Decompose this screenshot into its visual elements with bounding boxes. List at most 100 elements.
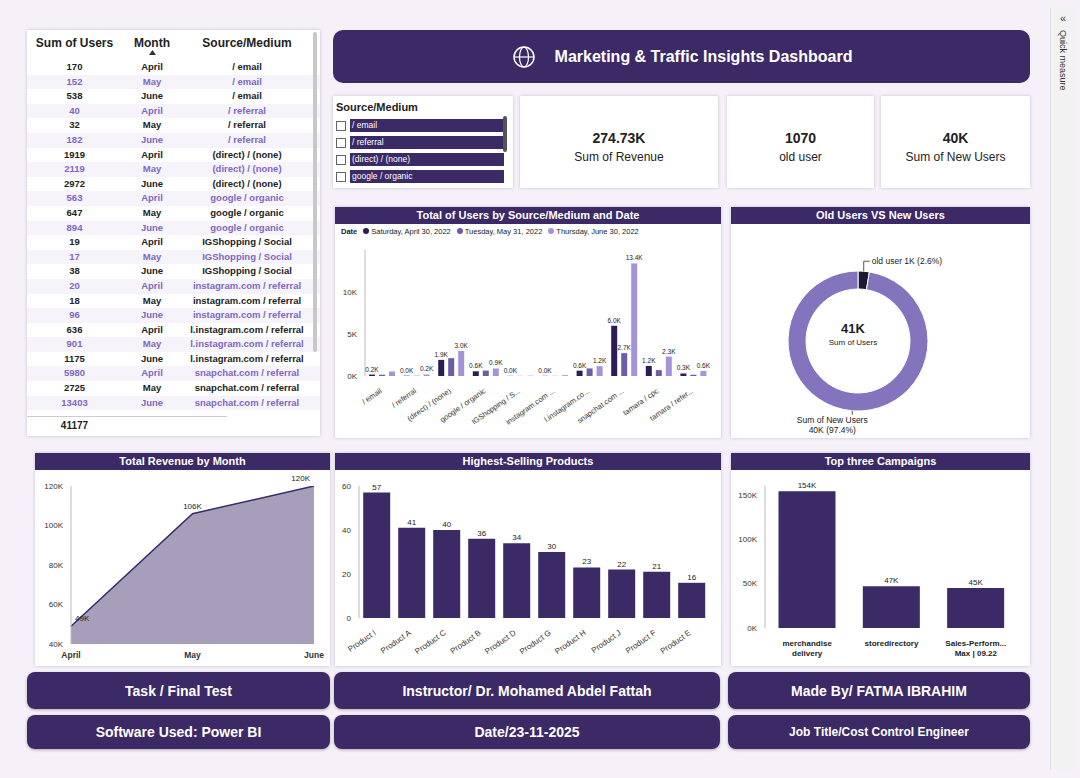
svg-text:Product B: Product B — [449, 628, 483, 656]
svg-text:0.2K: 0.2K — [420, 365, 434, 372]
svg-text:/ referral: / referral — [390, 386, 418, 410]
html-text:Software Used: Power BI: Software Used: Power BI — [95, 724, 262, 740]
svg-text:22: 22 — [617, 560, 626, 569]
svg-text:1.2K: 1.2K — [642, 357, 656, 364]
svg-text:20: 20 — [342, 570, 351, 579]
svg-text:1.2K: 1.2K — [593, 357, 607, 364]
html-text:1070: 1070 — [784, 130, 817, 146]
svg-text:57: 57 — [372, 483, 381, 492]
html-text:Marketing & Traffic Insights D: Marketing & Traffic Insights Dashboard — [554, 47, 853, 65]
svg-text:Product H: Product H — [553, 628, 587, 656]
svg-text:47K: 47K — [884, 576, 899, 585]
html-text:41K: 41K — [841, 321, 865, 336]
svg-text:Sum of New Users40K (97.4%): Sum of New Users40K (97.4%) — [797, 415, 868, 435]
svg-text:June: June — [304, 650, 324, 660]
svg-text:150K: 150K — [738, 491, 757, 500]
svg-text:0.0K: 0.0K — [400, 367, 414, 374]
svg-text:Product I: Product I — [346, 628, 377, 654]
svg-text:snapchat.com ...: snapchat.com ... — [575, 386, 625, 425]
svg-text:41: 41 — [407, 518, 416, 527]
svg-text:21: 21 — [652, 562, 661, 571]
svg-text:old user 1K (2.6%): old user 1K (2.6%) — [872, 256, 943, 266]
svg-text:36: 36 — [477, 529, 486, 538]
svg-text:instagram.com ...: instagram.com ... — [504, 386, 557, 427]
svg-text:50K: 50K — [743, 579, 758, 588]
svg-text:Product J: Product J — [590, 628, 623, 655]
html-text:Sum of New Users: Sum of New Users — [905, 150, 1006, 164]
svg-text:40: 40 — [442, 520, 451, 529]
html-text:June: June — [140, 90, 164, 102]
html-text:Job Title/Cost Control Enginee: Job Title/Cost Control Engineer — [789, 725, 969, 739]
svg-text:Product G: Product G — [518, 628, 553, 656]
svg-text:Product C: Product C — [413, 628, 447, 656]
svg-text:80K: 80K — [49, 561, 64, 570]
html-text:152: 152 — [66, 75, 83, 87]
html-text:Source/Medium: Source/Medium — [202, 36, 292, 50]
svg-text:154K: 154K — [798, 481, 817, 490]
svg-text:Product F: Product F — [624, 628, 658, 655]
svg-text:0.9K: 0.9K — [489, 359, 503, 366]
svg-text:merchandisedelivery: merchandisedelivery — [782, 639, 832, 658]
svg-text:Product E: Product E — [659, 628, 693, 656]
svg-text:2.7K: 2.7K — [618, 344, 632, 351]
svg-text:2.3K: 2.3K — [662, 348, 676, 355]
svg-text:0K: 0K — [747, 624, 757, 633]
svg-text:April: April — [61, 650, 80, 660]
html-text:May: May — [142, 75, 162, 87]
svg-text:106K: 106K — [183, 502, 202, 511]
svg-text:6.0K: 6.0K — [608, 317, 622, 324]
svg-text:IGShopping / S...: IGShopping / S... — [469, 386, 522, 427]
svg-text:100K: 100K — [738, 535, 757, 544]
svg-text:0.0K: 0.0K — [538, 367, 552, 374]
svg-text:google / organic: google / organic — [438, 386, 488, 425]
svg-text:Sales-Perform...Max | 09.22: Sales-Perform...Max | 09.22 — [945, 639, 1006, 658]
svg-text:16: 16 — [687, 573, 696, 582]
html-text:Instructor/ Dr. Mohamed Abdel: Instructor/ Dr. Mohamed Abdel Fattah — [402, 682, 652, 699]
html-text:538: 538 — [66, 90, 83, 102]
svg-text:13.4K: 13.4K — [626, 254, 644, 261]
svg-text:40K: 40K — [49, 640, 64, 649]
svg-text:0: 0 — [347, 614, 352, 623]
svg-text:120K: 120K — [291, 474, 310, 483]
svg-text:1.9K: 1.9K — [435, 351, 449, 358]
html-text:Month: Month — [134, 36, 170, 50]
svg-text:23: 23 — [582, 557, 591, 566]
svg-text:tamara / cpc: tamara / cpc — [621, 386, 661, 418]
svg-text:34: 34 — [512, 533, 521, 542]
svg-text:0.3K: 0.3K — [677, 364, 691, 371]
svg-text:0.0K: 0.0K — [504, 367, 518, 374]
svg-text:3.0K: 3.0K — [455, 342, 469, 349]
svg-text:10K: 10K — [343, 288, 358, 297]
html-text:Sum of Revenue: Sum of Revenue — [574, 150, 664, 164]
svg-text:Product D: Product D — [483, 628, 517, 656]
svg-text:0.2K: 0.2K — [365, 366, 379, 373]
html-text:Made By/ FATMA IBRAHIM: Made By/ FATMA IBRAHIM — [791, 682, 967, 699]
svg-text:60: 60 — [342, 482, 351, 491]
svg-text:May: May — [184, 650, 201, 660]
svg-text:30: 30 — [547, 542, 556, 551]
html-text:Date/23-11-2025: Date/23-11-2025 — [474, 724, 580, 740]
svg-text:(direct) / (none): (direct) / (none) — [405, 386, 453, 424]
svg-text:storedirectory: storedirectory — [865, 639, 919, 648]
svg-text:49K: 49K — [75, 614, 90, 623]
html-text:40K: 40K — [942, 130, 969, 146]
svg-text:5K: 5K — [347, 330, 357, 339]
svg-text:0K: 0K — [347, 372, 357, 381]
svg-text:120K: 120K — [44, 482, 63, 491]
svg-text:l.instagram.co...: l.instagram.co... — [542, 386, 591, 424]
html-text:old user: old user — [779, 150, 822, 164]
svg-text:60K: 60K — [49, 600, 64, 609]
html-text:274.73K: 274.73K — [592, 130, 646, 146]
svg-text:Product A: Product A — [379, 628, 413, 656]
html-text:/ email: / email — [232, 75, 262, 87]
svg-text:tamara / refer...: tamara / refer... — [648, 386, 695, 423]
svg-text:0.6K: 0.6K — [573, 362, 587, 369]
html-text:Sum of Users: Sum of Users — [35, 36, 114, 50]
svg-text:100K: 100K — [44, 521, 63, 530]
html-text:Task / Final Test: Task / Final Test — [125, 682, 232, 699]
svg-text:0.6K: 0.6K — [469, 362, 483, 369]
svg-text:40: 40 — [342, 526, 351, 535]
svg-text:45K: 45K — [969, 578, 984, 587]
svg-text:/ email: / email — [360, 386, 384, 406]
svg-text:0.6K: 0.6K — [697, 362, 711, 369]
